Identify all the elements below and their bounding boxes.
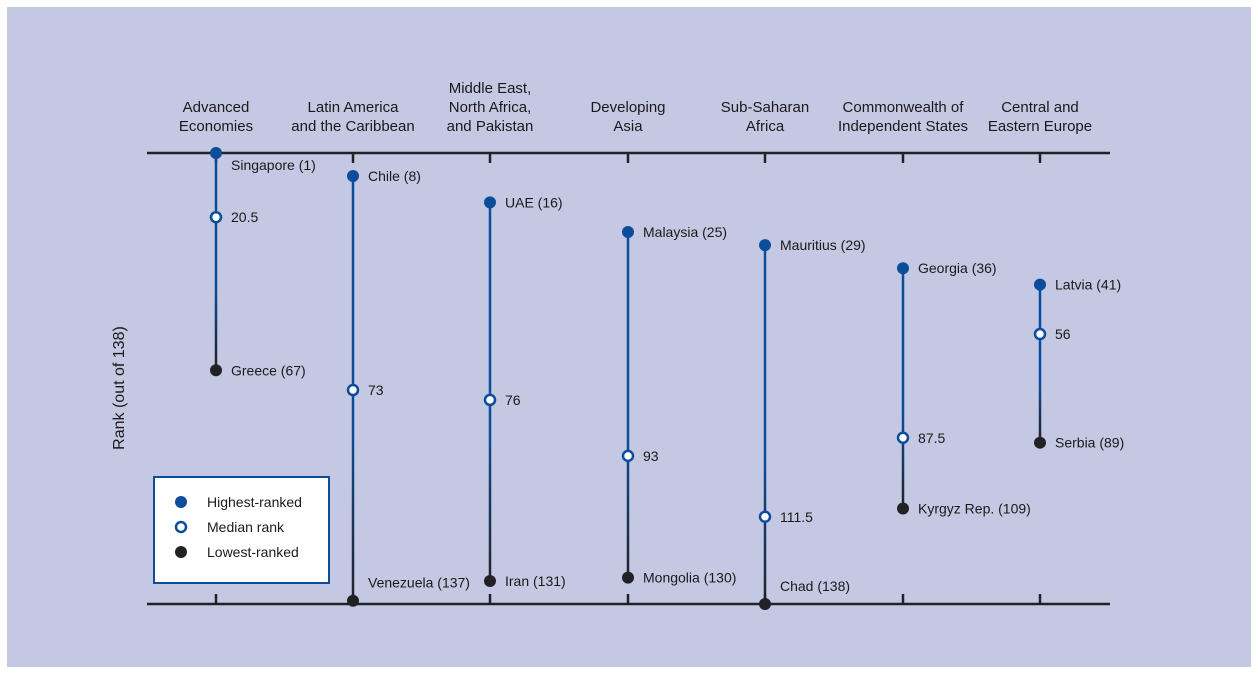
category-label-line: and the Caribbean bbox=[291, 118, 414, 135]
median-marker-latin-america-and-the-caribbean bbox=[346, 383, 360, 397]
lowest-marker-developing-asia bbox=[622, 571, 634, 584]
median-label-advanced-economies: 20.5 bbox=[231, 209, 258, 225]
lowest-label-latin-america-and-the-caribbean: Venezuela (137) bbox=[368, 575, 470, 591]
lowest-marker-latin-america-and-the-caribbean bbox=[347, 594, 359, 607]
category-label-line: Advanced bbox=[183, 99, 250, 116]
legend: Highest-ranked Median rank Lowest-ranked bbox=[153, 476, 330, 584]
category-label-latin-america-and-the-caribbean: Latin America and the Caribbean bbox=[291, 99, 414, 135]
category-label-advanced-economies: Advanced Economies bbox=[179, 99, 253, 135]
lowest-label-commonwealth-of-independent-states: Kyrgyz Rep. (109) bbox=[918, 501, 1031, 517]
legend-high-marker bbox=[175, 496, 187, 508]
lowest-label-middle-east-north-africa-and-pakistan: Iran (131) bbox=[505, 573, 566, 589]
lowest-label-advanced-economies: Greece (67) bbox=[231, 362, 306, 378]
legend-high-label: Highest-ranked bbox=[207, 494, 302, 510]
highest-label-middle-east-north-africa-and-pakistan: UAE (16) bbox=[505, 194, 563, 210]
category-label-line: Central and bbox=[1001, 99, 1079, 116]
highest-marker-developing-asia bbox=[622, 226, 634, 239]
category-label-line: North Africa, bbox=[449, 99, 532, 116]
median-marker-central-and-eastern-europe bbox=[1033, 327, 1047, 341]
legend-median-marker bbox=[174, 520, 188, 534]
lowest-label-sub-saharan-africa: Chad (138) bbox=[780, 578, 850, 594]
category-label-line: Sub-Saharan bbox=[721, 99, 809, 116]
category-label-middle-east-north-africa-and-pakistan: Middle East, North Africa, and Pakistan bbox=[447, 80, 534, 135]
category-label-line: Africa bbox=[746, 118, 785, 135]
category-label-line: Eastern Europe bbox=[988, 118, 1092, 135]
category-label-line: Independent States bbox=[838, 118, 968, 135]
median-label-latin-america-and-the-caribbean: 73 bbox=[368, 382, 384, 398]
highest-marker-advanced-economies bbox=[210, 147, 222, 159]
highest-label-developing-asia: Malaysia (25) bbox=[643, 224, 727, 240]
highest-marker-commonwealth-of-independent-states bbox=[897, 262, 909, 275]
lowest-marker-sub-saharan-africa bbox=[759, 598, 771, 610]
lowest-marker-central-and-eastern-europe bbox=[1034, 436, 1046, 449]
category-label-line: and Pakistan bbox=[447, 118, 534, 135]
legend-median-label: Median rank bbox=[207, 519, 285, 535]
legend-low-marker bbox=[175, 546, 187, 558]
lowest-label-central-and-eastern-europe: Serbia (89) bbox=[1055, 435, 1124, 451]
y-axis-label: Rank (out of 138) bbox=[111, 326, 128, 450]
category-label-central-and-eastern-europe: Central and Eastern Europe bbox=[988, 99, 1092, 135]
category-label-line: Asia bbox=[613, 118, 643, 135]
category-label-line: Commonwealth of bbox=[843, 99, 965, 116]
highest-marker-middle-east-north-africa-and-pakistan bbox=[484, 196, 496, 209]
highest-label-sub-saharan-africa: Mauritius (29) bbox=[780, 237, 866, 253]
median-label-developing-asia: 93 bbox=[643, 448, 659, 464]
highest-label-commonwealth-of-independent-states: Georgia (36) bbox=[918, 260, 997, 276]
category-label-line: Economies bbox=[179, 118, 253, 135]
median-marker-advanced-economies bbox=[209, 210, 223, 224]
median-label-commonwealth-of-independent-states: 87.5 bbox=[918, 430, 945, 446]
highest-marker-sub-saharan-africa bbox=[759, 239, 771, 252]
median-label-sub-saharan-africa: 111.5 bbox=[780, 509, 813, 525]
category-label-developing-asia: Developing Asia bbox=[590, 99, 665, 135]
median-label-middle-east-north-africa-and-pakistan: 76 bbox=[505, 392, 521, 408]
category-label-line: Middle East, bbox=[449, 80, 532, 97]
legend-low-label: Lowest-ranked bbox=[207, 544, 299, 560]
highest-marker-central-and-eastern-europe bbox=[1034, 278, 1046, 291]
category-label-line: Latin America bbox=[308, 99, 400, 116]
highest-label-central-and-eastern-europe: Latvia (41) bbox=[1055, 277, 1121, 293]
lowest-marker-middle-east-north-africa-and-pakistan bbox=[484, 574, 496, 587]
highest-label-advanced-economies: Singapore (1) bbox=[231, 157, 316, 173]
median-label-central-and-eastern-europe: 56 bbox=[1055, 326, 1071, 342]
chart-marks: Advanced Economies Singapore (1) 20.5 Greece… bbox=[179, 80, 1124, 610]
highest-marker-latin-america-and-the-caribbean bbox=[347, 170, 359, 183]
median-marker-middle-east-north-africa-and-pakistan bbox=[483, 393, 497, 407]
lowest-label-developing-asia: Mongolia (130) bbox=[643, 570, 736, 586]
median-marker-sub-saharan-africa bbox=[758, 510, 772, 524]
median-marker-commonwealth-of-independent-states bbox=[896, 431, 910, 445]
category-label-sub-saharan-africa: Sub-Saharan Africa bbox=[721, 99, 809, 135]
category-label-line: Developing bbox=[590, 99, 665, 116]
lowest-marker-commonwealth-of-independent-states bbox=[897, 502, 909, 515]
highest-label-latin-america-and-the-caribbean: Chile (8) bbox=[368, 168, 421, 184]
median-marker-developing-asia bbox=[621, 449, 635, 463]
lowest-marker-advanced-economies bbox=[210, 364, 222, 377]
category-label-commonwealth-of-independent-states: Commonwealth of Independent States bbox=[838, 99, 968, 135]
